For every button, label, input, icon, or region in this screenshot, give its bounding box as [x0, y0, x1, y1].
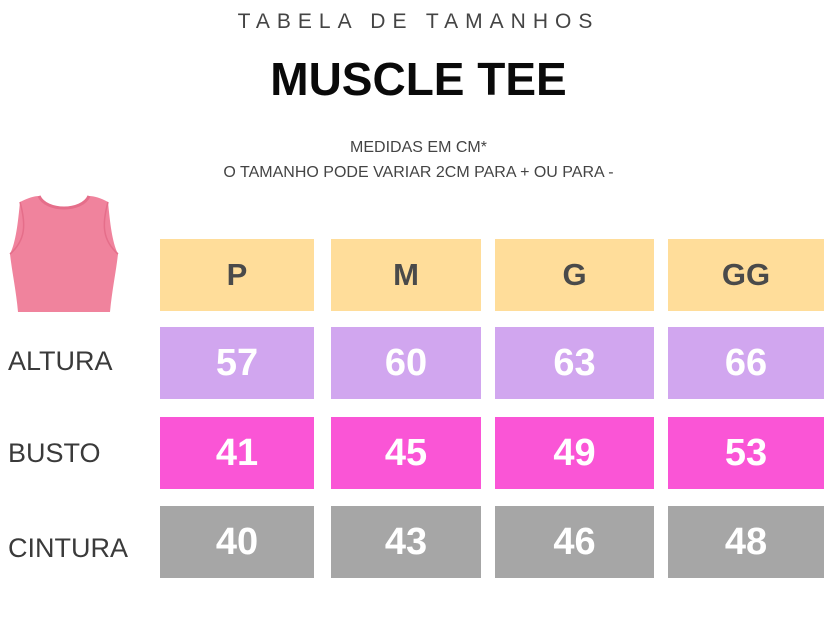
busto-g: 49: [495, 417, 654, 489]
row-label-altura: ALTURA: [8, 346, 113, 376]
altura-p: 57: [160, 327, 314, 399]
altura-g: 63: [495, 327, 654, 399]
busto-gg: 53: [668, 417, 824, 489]
altura-m: 60: [331, 327, 481, 399]
variation-note: O TAMANHO PODE VARIAR 2CM PARA + OU PARA…: [223, 164, 614, 181]
crop-top-icon: [9, 195, 119, 312]
size-header-m: M: [331, 239, 481, 311]
cintura-g: 46: [495, 506, 654, 578]
cintura-m: 43: [331, 506, 481, 578]
product-title: MUSCLE TEE: [270, 53, 567, 105]
altura-gg: 66: [668, 327, 824, 399]
row-label-busto: BUSTO: [8, 438, 101, 468]
size-header-p: P: [160, 239, 314, 311]
size-header-g: G: [495, 239, 654, 311]
chart-subtitle: TABELA DE TAMANHOS: [237, 10, 600, 33]
size-header-gg: GG: [668, 239, 824, 311]
busto-m: 45: [331, 417, 481, 489]
busto-p: 41: [160, 417, 314, 489]
row-label-cintura: CINTURA: [8, 533, 128, 563]
cintura-gg: 48: [668, 506, 824, 578]
cintura-p: 40: [160, 506, 314, 578]
units-note: MEDIDAS EM CM*: [350, 139, 487, 156]
